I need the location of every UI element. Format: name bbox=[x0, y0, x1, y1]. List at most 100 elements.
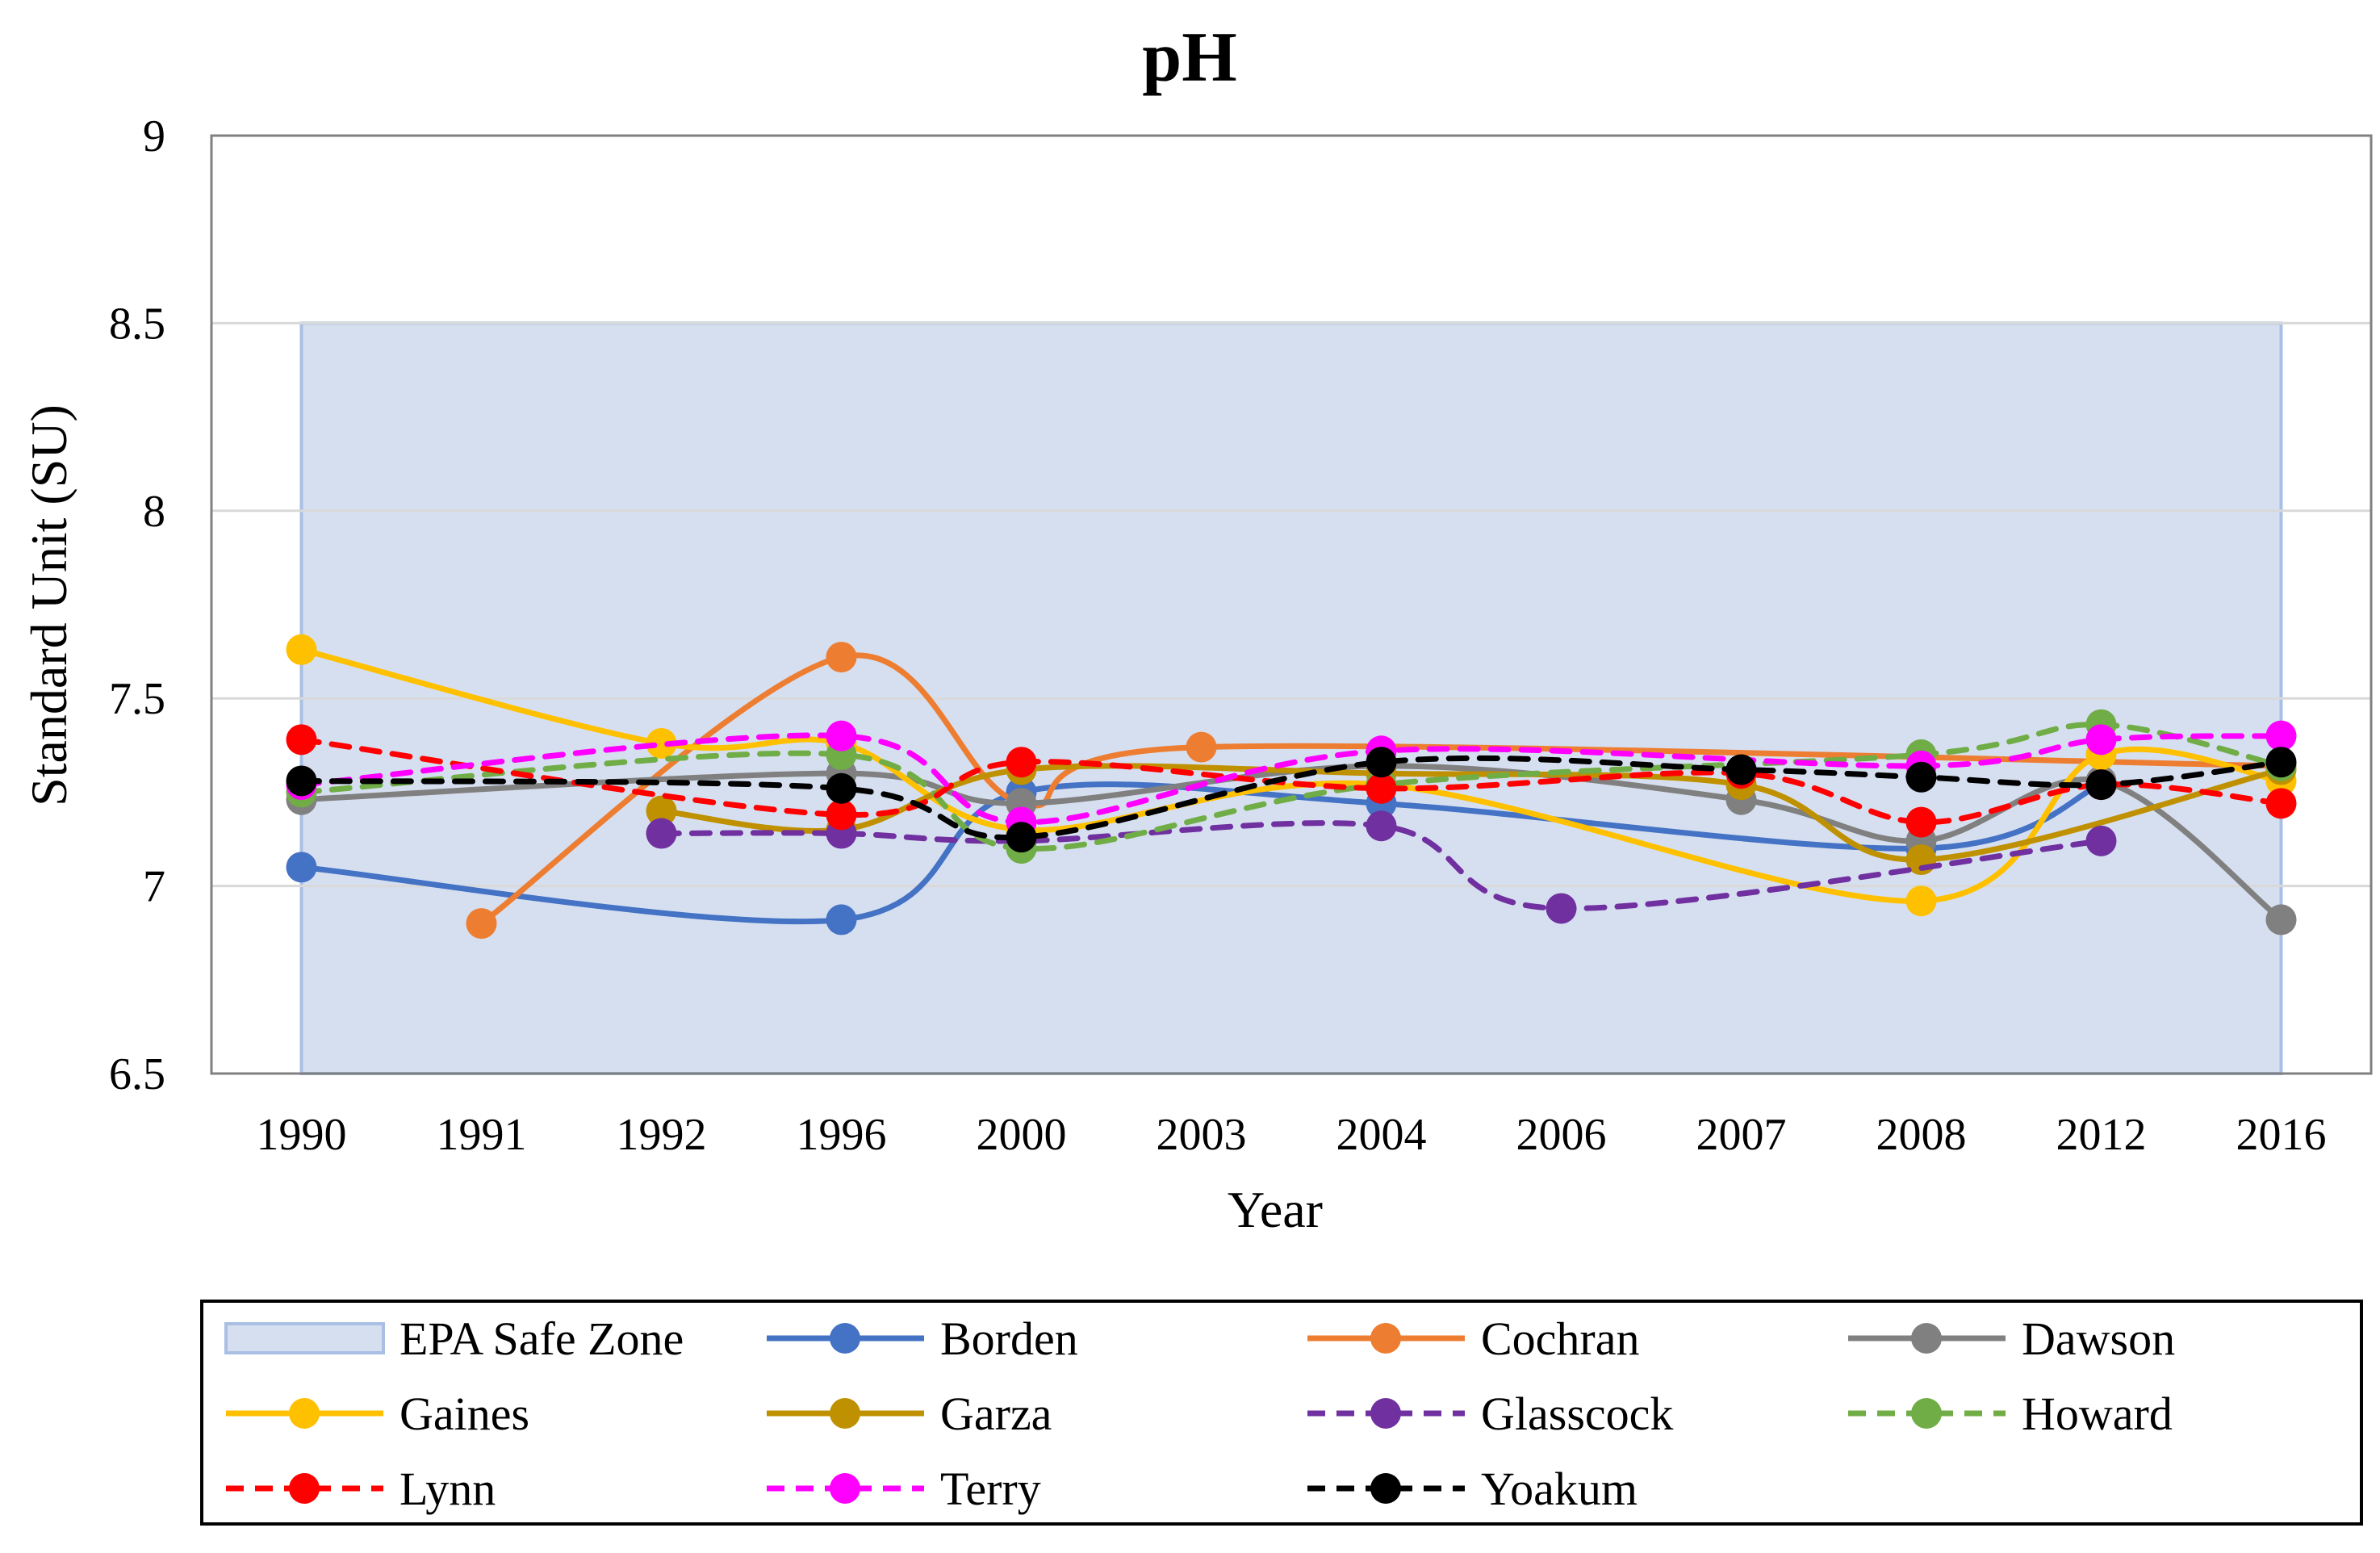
data-point-cochran bbox=[1186, 731, 1217, 763]
y-axis-ticks: 6.5 7 7.5 8 8.5 9 bbox=[109, 111, 165, 1099]
series-line-lynn bbox=[299, 736, 2284, 826]
data-point-lynn bbox=[2265, 788, 2297, 819]
y-tick-label: 8 bbox=[143, 487, 165, 537]
legend-entry-dawson: Dawson bbox=[1848, 1312, 2175, 1365]
data-point-lynn bbox=[1366, 772, 1397, 804]
data-point-yoakum bbox=[1905, 761, 1937, 793]
legend-label: EPA Safe Zone bbox=[399, 1312, 684, 1365]
x-axis-ticks: 1990 1991 1992 1996 2000 2003 2004 2006 2007 2008… bbox=[257, 1110, 2327, 1160]
legend-label: Terry bbox=[940, 1463, 1041, 1515]
x-tick-label: 2008 bbox=[1876, 1110, 1967, 1160]
legend-marker bbox=[289, 1473, 320, 1504]
legend-label: Borden bbox=[940, 1312, 1078, 1365]
data-point-dawson bbox=[2265, 904, 2297, 936]
legend-marker bbox=[830, 1323, 860, 1354]
legend-label: Garza bbox=[940, 1388, 1052, 1440]
data-point-yoakum bbox=[2085, 769, 2117, 801]
legend-entry-howard: Howard bbox=[1848, 1388, 2173, 1440]
data-point-lynn bbox=[1006, 747, 1037, 778]
legend-entry-lynn: Lynn bbox=[226, 1463, 496, 1515]
x-tick-label: 1990 bbox=[257, 1110, 347, 1160]
legend-entry-glasscock: Glasscock bbox=[1307, 1388, 1673, 1440]
data-point-terry bbox=[2085, 724, 2117, 756]
legend-marker bbox=[830, 1398, 860, 1429]
data-point-borden bbox=[826, 904, 857, 936]
x-axis-label: Year bbox=[1228, 1181, 1323, 1238]
data-point-gaines bbox=[1905, 885, 1937, 917]
data-point-glasscock bbox=[1546, 893, 1577, 924]
series-line-dawson bbox=[299, 763, 2284, 923]
y-tick-label: 6.5 bbox=[109, 1049, 165, 1099]
series-line-howard bbox=[299, 722, 2284, 852]
legend-marker bbox=[1911, 1398, 1942, 1429]
legend-label: Dawson bbox=[2022, 1312, 2175, 1365]
x-tick-label: 2003 bbox=[1157, 1110, 1247, 1160]
legend-entry-epa-safe-zone: EPA Safe Zone bbox=[224, 1312, 684, 1365]
series-line-cochran bbox=[479, 652, 2284, 927]
data-point-terry bbox=[2265, 720, 2297, 751]
data-point-yoakum bbox=[2265, 747, 2297, 778]
y-tick-label: 7 bbox=[143, 862, 165, 912]
data-point-yoakum bbox=[1366, 747, 1397, 778]
legend-marker bbox=[1370, 1473, 1401, 1504]
legend-marker bbox=[1370, 1323, 1401, 1354]
legend-label: Howard bbox=[2022, 1388, 2173, 1440]
legend-entry-garza: Garza bbox=[767, 1388, 1052, 1440]
data-point-glasscock bbox=[646, 818, 677, 849]
data-point-borden bbox=[286, 852, 317, 883]
legend-entry-borden: Borden bbox=[767, 1312, 1078, 1365]
data-point-yoakum bbox=[1006, 822, 1037, 853]
series-glasscock bbox=[646, 810, 2117, 924]
data-point-yoakum bbox=[286, 765, 317, 797]
legend-swatch-safe-zone bbox=[224, 1322, 385, 1354]
y-tick-label: 8.5 bbox=[109, 299, 165, 349]
series-line-garza bbox=[659, 763, 2284, 863]
legend-entry-cochran: Cochran bbox=[1307, 1312, 1640, 1365]
x-tick-label: 2006 bbox=[1516, 1110, 1607, 1160]
data-point-glasscock bbox=[2085, 825, 2117, 856]
data-point-lynn bbox=[826, 799, 857, 831]
x-tick-label: 1992 bbox=[617, 1110, 707, 1160]
series-yoakum bbox=[286, 747, 2297, 853]
chart-title: pH bbox=[1142, 19, 1236, 97]
series-line-terry bbox=[299, 732, 2284, 826]
legend-marker bbox=[1911, 1323, 1942, 1354]
data-point-gaines bbox=[646, 727, 677, 759]
data-point-garza bbox=[646, 795, 677, 827]
legend-label: Glasscock bbox=[1481, 1388, 1673, 1440]
data-point-cochran bbox=[826, 642, 857, 673]
data-point-lynn bbox=[286, 724, 317, 756]
legend-label: Cochran bbox=[1481, 1312, 1640, 1365]
legend-entry-gaines: Gaines bbox=[226, 1388, 529, 1440]
legend-entry-yoakum: Yoakum bbox=[1307, 1463, 1638, 1515]
legend-marker bbox=[830, 1473, 860, 1504]
legend: EPA Safe Zone Borden Cochran Dawson Gaines Ga… bbox=[224, 1312, 2175, 1515]
series-line-glasscock bbox=[659, 820, 2104, 912]
y-tick-label: 9 bbox=[143, 111, 165, 161]
data-point-cochran bbox=[466, 908, 497, 940]
data-point-yoakum bbox=[826, 772, 857, 804]
x-tick-label: 1996 bbox=[797, 1110, 887, 1160]
legend-marker bbox=[289, 1398, 320, 1429]
plot-area-border bbox=[210, 134, 2373, 1075]
data-point-glasscock bbox=[1366, 810, 1397, 842]
series-layer bbox=[286, 634, 2297, 940]
data-point-lynn bbox=[1905, 806, 1937, 838]
legend-label: Lynn bbox=[399, 1463, 496, 1515]
x-tick-label: 2007 bbox=[1696, 1110, 1787, 1160]
y-axis-label: Standard Unit (SU) bbox=[20, 404, 77, 806]
data-point-yoakum bbox=[1725, 754, 1757, 785]
data-point-terry bbox=[826, 720, 857, 751]
data-point-gaines bbox=[286, 634, 317, 665]
legend-label: Yoakum bbox=[1481, 1463, 1638, 1515]
x-tick-label: 2016 bbox=[2236, 1110, 2327, 1160]
legend-entry-terry: Terry bbox=[767, 1463, 1041, 1515]
legend-marker bbox=[1370, 1398, 1401, 1429]
x-tick-label: 2012 bbox=[2056, 1110, 2147, 1160]
y-tick-label: 7.5 bbox=[109, 674, 165, 724]
x-tick-label: 2004 bbox=[1336, 1110, 1427, 1160]
x-tick-label: 2000 bbox=[977, 1110, 1067, 1160]
legend-label: Gaines bbox=[399, 1388, 529, 1440]
x-tick-label: 1991 bbox=[437, 1110, 527, 1160]
